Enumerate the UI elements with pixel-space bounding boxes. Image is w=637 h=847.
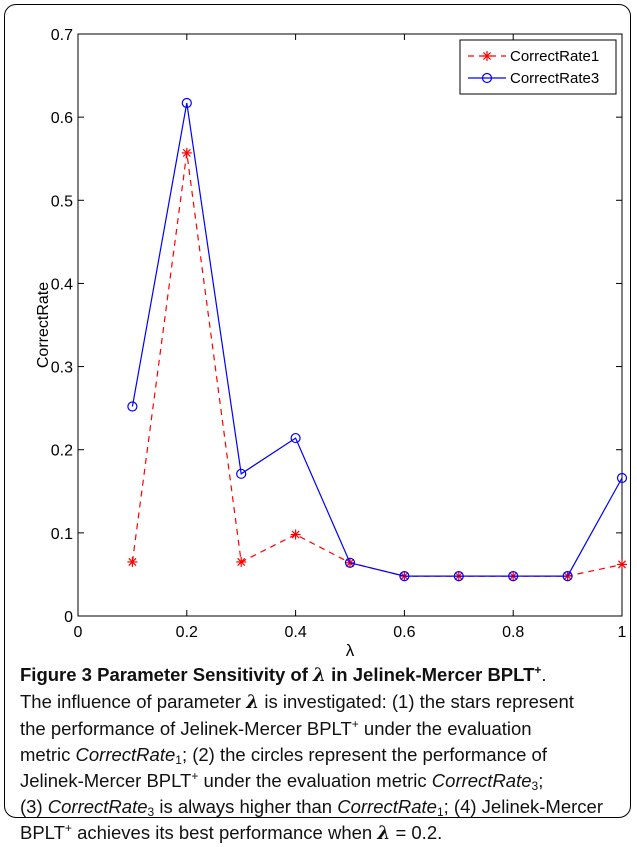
data-point-circle: [453, 570, 464, 582]
metric-name: CorrectRate: [75, 744, 176, 765]
metric-subscript: 3: [531, 779, 539, 793]
data-point-star: [236, 556, 247, 567]
x-tick-label: 0.2: [176, 624, 198, 641]
y-tick-label: 0.5: [51, 193, 73, 210]
data-point-star: [617, 559, 627, 570]
caption-text: Jelinek-Mercer BPLT: [20, 770, 192, 791]
caption-text: metric: [20, 744, 71, 765]
y-tick-label: 0.4: [51, 276, 73, 293]
y-tick-label: 0.7: [51, 27, 73, 44]
caption-text: under the evaluation metric: [203, 770, 427, 791]
star-marker-stroke: [482, 51, 492, 61]
lambda-symbol: λ: [377, 823, 391, 844]
data-point-circle: [127, 401, 138, 412]
star-marker-stroke: [617, 560, 627, 569]
legend-label: CorrectRate3: [510, 70, 599, 87]
star-marker-stroke: [182, 148, 191, 157]
data-point-circle: [236, 468, 247, 479]
caption-line-2: The influence of parameter λ is investig…: [20, 689, 620, 716]
plus-superscript: +: [534, 663, 542, 677]
star-marker-stroke: [237, 557, 246, 566]
legend-marker-circle: [481, 72, 493, 84]
plus-superscript: +: [191, 769, 199, 783]
caption-text: under the evaluation: [363, 718, 532, 739]
x-tick-label: 0.8: [502, 624, 524, 641]
data-point-circle: [290, 432, 301, 444]
caption-text: the performance of Jelinek-Mercer BPLT: [20, 718, 352, 739]
line-chart: 0 0.2 0.4 0.6 0.8 1 0 0.1 0.2 0.3 0.4 0.5 0.6 0.7 λ Cor…: [35, 27, 628, 660]
legend: [459, 39, 617, 95]
legend-label: CorrectRate1: [510, 48, 599, 65]
y-tick-label: 0.1: [51, 526, 73, 543]
metric-subscript: 1: [436, 805, 444, 819]
data-point-circle: [562, 570, 573, 582]
x-tick-label: 1: [618, 624, 627, 641]
caption-text: BPLT: [20, 822, 65, 843]
data-point-circle: [181, 97, 192, 109]
caption-text: is investigated: (1) the stars represent: [264, 691, 574, 712]
data-point-circle: [399, 570, 410, 582]
caption-text: ; (2) the circles represent the performa…: [181, 744, 547, 765]
x-axis-label: λ: [346, 641, 355, 660]
legend-marker-star: [482, 51, 492, 61]
data-point-circle: [508, 570, 519, 582]
caption-line-6: (3) CorrectRate3 is always higher than C…: [20, 794, 620, 820]
figure-caption: Figure 3 Parameter Sensitivity of λ in J…: [20, 662, 620, 847]
caption-text: ; (4) Jelinek-Mercer: [443, 796, 603, 817]
data-point-star: [290, 529, 301, 540]
data-point-star: [127, 556, 138, 567]
metric-subscript: 1: [175, 753, 182, 767]
caption-line-4: metric CorrectRate1; (2) the circles rep…: [20, 742, 620, 768]
plot-area: [77, 33, 623, 617]
caption-text: is always higher than: [159, 796, 333, 817]
metric-name: CorrectRate: [337, 796, 437, 817]
data-point-star: [181, 147, 192, 158]
star-marker-stroke: [291, 530, 300, 539]
caption-title-pre: Parameter Sensitivity of: [97, 664, 308, 685]
metric-subscript: 3: [147, 805, 155, 819]
y-axis-label: CorrectRate: [35, 282, 52, 368]
caption-text: achieves its best performance when: [77, 822, 373, 843]
caption-line-1: Figure 3 Parameter Sensitivity of λ in J…: [20, 662, 620, 689]
caption-text: = 0.2.: [395, 822, 443, 843]
metric-name: CorrectRate: [47, 796, 148, 817]
metric-name: CorrectRate: [431, 770, 532, 791]
caption-dot: .: [541, 664, 547, 685]
series-line-CorrectRate1: [131, 152, 623, 577]
caption-text: (3): [20, 796, 43, 817]
star-marker-stroke: [128, 557, 137, 566]
lambda-symbol: λ: [246, 692, 260, 713]
series-line-CorrectRate3: [131, 102, 623, 577]
x-tick-label: 0: [74, 624, 83, 641]
figure-label: Figure 3: [20, 664, 92, 685]
caption-text: The influence of parameter: [20, 691, 242, 712]
plus-superscript: +: [351, 717, 359, 731]
y-tick-label: 0: [64, 609, 73, 626]
figure-frame: [4, 4, 631, 818]
data-point-circle: [616, 472, 628, 484]
y-tick-label: 0.3: [51, 360, 73, 377]
caption-line-5: Jelinek-Mercer BPLT+ under the evaluatio…: [20, 768, 620, 794]
y-tick-label: 0.6: [51, 110, 73, 127]
y-tick-label: 0.2: [51, 443, 73, 460]
plus-superscript: +: [64, 821, 72, 835]
x-tick-label: 0.4: [284, 624, 306, 641]
caption-text: ;: [538, 770, 544, 791]
lambda-symbol: λ: [313, 665, 327, 686]
caption-line-3: the performance of Jelinek-Mercer BPLT+ …: [20, 716, 620, 742]
caption-title-post: in Jelinek-Mercer BPLT: [331, 664, 535, 685]
x-tick-label: 0.6: [393, 624, 415, 641]
caption-line-7: BPLT+ achieves its best performance when…: [20, 820, 620, 847]
data-point-circle: [344, 557, 356, 568]
